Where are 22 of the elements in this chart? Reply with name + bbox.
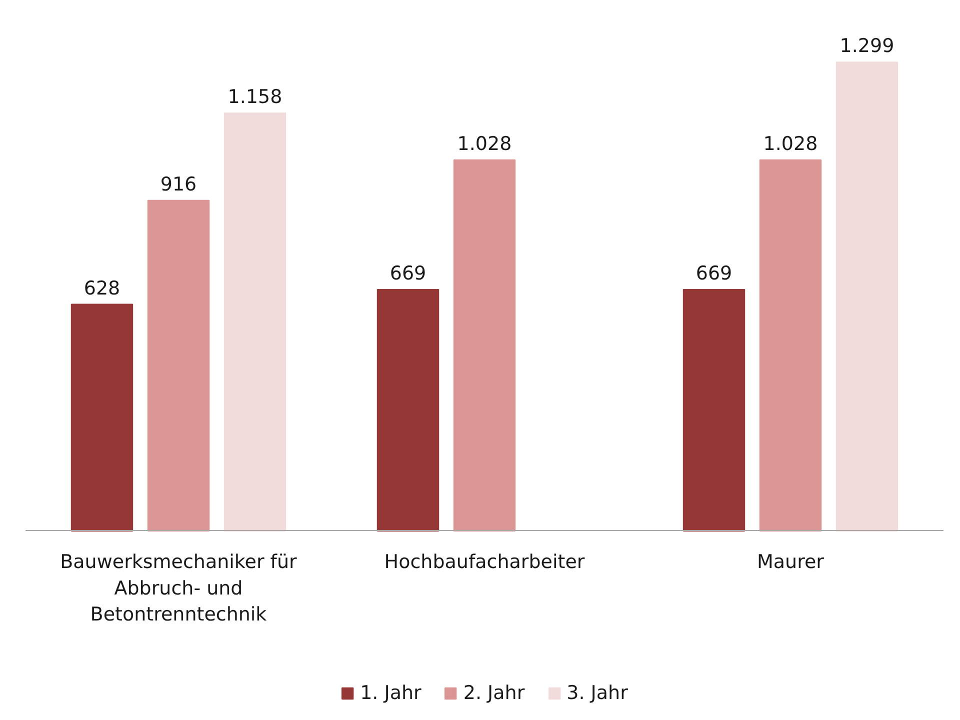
- data-label: 669: [696, 262, 732, 284]
- data-label: 1.299: [840, 35, 894, 58]
- data-label: 1.158: [228, 86, 282, 108]
- bar: [376, 288, 440, 532]
- data-label: 628: [84, 277, 120, 300]
- legend-label: 1. Jahr: [360, 682, 422, 704]
- legend-label: 3. Jahr: [566, 682, 628, 704]
- data-label: 1.028: [763, 132, 818, 155]
- bar: [147, 200, 210, 532]
- bar: [224, 112, 286, 532]
- x-tick-label: Hochbaufacharbeiter: [384, 550, 585, 573]
- bar: [759, 159, 822, 532]
- bar: [682, 288, 746, 532]
- legend-label: 2. Jahr: [463, 682, 525, 704]
- x-tick-label: Maurer: [757, 550, 824, 573]
- data-label: 916: [160, 173, 197, 196]
- bar: [453, 159, 516, 532]
- data-label: 669: [390, 262, 426, 284]
- bar: [836, 62, 898, 532]
- x-tick-label: Bauwerksmechaniker für Abbruch- und Betontrenntechnik: [60, 550, 298, 626]
- bar: [70, 304, 134, 532]
- data-label: 1.028: [457, 132, 512, 155]
